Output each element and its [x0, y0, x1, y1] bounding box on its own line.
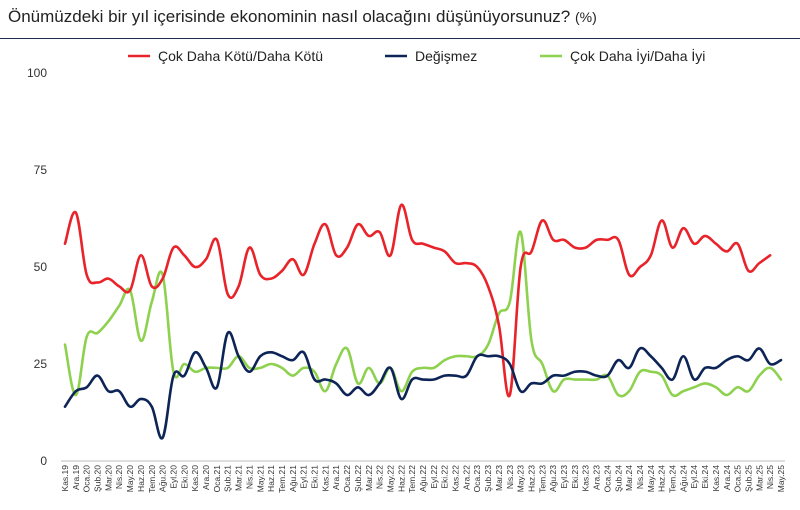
x-tick-label: Mar.25	[754, 465, 764, 491]
x-tick-label: Mar.23	[494, 465, 504, 491]
x-tick-label: Şub.21	[223, 465, 233, 492]
x-tick-label: Ara.21	[331, 465, 341, 490]
x-tick-label: Şub.24	[613, 465, 623, 492]
x-tick-label: Nis.21	[244, 465, 254, 489]
x-tick-label: Haz.20	[136, 465, 146, 492]
x-tick-label: Mar.24	[624, 465, 634, 491]
x-tick-label: Mar.21	[234, 465, 244, 491]
x-tick-label: Kas.22	[451, 465, 461, 492]
x-tick-label: Mar.22	[364, 465, 374, 491]
x-tick-label: Kas.20	[190, 465, 200, 492]
x-tick-label: May.24	[646, 465, 656, 493]
x-tick-label: Haz.21	[266, 465, 276, 492]
x-tick-label: Ağu.23	[548, 465, 558, 492]
x-tick-label: Şub.20	[93, 465, 103, 492]
x-tick-label: Şub.22	[353, 465, 363, 492]
x-tick-label: Eki.21	[310, 465, 320, 489]
x-tick-label: Kas.21	[320, 465, 330, 492]
x-tick-label: Şub.23	[483, 465, 493, 492]
y-tick-label: 50	[34, 260, 48, 274]
x-tick-label: Tem.23	[537, 465, 547, 493]
x-tick-label: Haz.24	[657, 465, 667, 492]
x-tick-label: Ara.20	[201, 465, 211, 490]
x-tick-label: Oca.23	[472, 465, 482, 493]
legend-label: Değişmez	[415, 48, 477, 64]
x-tick-label: Mar.20	[103, 465, 113, 491]
legend-label: Çok Daha Kötü/Daha Kötü	[158, 48, 323, 64]
x-tick-label: Oca.24	[602, 465, 612, 493]
x-tick-label: Oca.25	[733, 465, 743, 493]
x-tick-label: Ağu.22	[418, 465, 428, 492]
title-bar: Önümüzdeki bir yıl içerisinde ekonominin…	[0, 0, 800, 39]
x-tick-label: Ağu.24	[678, 465, 688, 492]
x-tick-label: Eyl.21	[299, 465, 309, 489]
x-tick-label: Nis.22	[375, 465, 385, 489]
x-tick-label: May.25	[776, 465, 786, 493]
chart-title: Önümüzdeki bir yıl içerisinde ekonominin…	[8, 7, 597, 27]
chart-title-text: Önümüzdeki bir yıl içerisinde ekonominin…	[8, 7, 571, 26]
x-tick-label: Eyl.24	[689, 465, 699, 489]
x-tick-label: Eki.24	[700, 465, 710, 489]
x-tick-label: Ara.24	[722, 465, 732, 490]
series-line-cok-daha-iyi-daha-iyi	[63, 230, 783, 398]
x-tick-label: Ara.23	[592, 465, 602, 490]
x-tick-label: Eyl.22	[429, 465, 439, 489]
x-tick-label: Oca.21	[212, 465, 222, 493]
chart-legend: Çok Daha Kötü/Daha Kötü Değişmez Çok Daha …	[128, 47, 705, 64]
x-tick-label: Kas.23	[581, 465, 591, 492]
x-tick-label: Haz.23	[526, 465, 536, 492]
x-tick-label: Kas.24	[711, 465, 721, 492]
x-tick-label: Haz.22	[396, 465, 406, 492]
x-tick-label: Eyl.20	[168, 465, 178, 489]
x-tick-label: Oca.20	[82, 465, 92, 493]
y-tick-label: 0	[40, 454, 47, 468]
x-tick-label: Şub.25	[743, 465, 753, 492]
y-tick-label: 75	[34, 163, 48, 177]
x-tick-label: May.20	[125, 465, 135, 493]
x-tick-label: May.23	[516, 465, 526, 493]
x-tick-label: Tem.22	[407, 465, 417, 493]
x-tick-label: Nis.23	[505, 465, 515, 489]
x-tick-label: Eki.23	[570, 465, 580, 489]
chart-title-unit: (%)	[575, 9, 597, 25]
x-axis: Kas.19 Ara.19 Oca.20 Şub.20 Mar.20 Nis.20 May.…	[60, 460, 786, 493]
x-tick-label: Oca.22	[342, 465, 352, 493]
x-tick-label: Eyl.23	[559, 465, 569, 489]
x-tick-label: Eki.20	[179, 465, 189, 489]
y-tick-label: 25	[34, 357, 48, 371]
x-tick-label: Kas.19	[60, 465, 70, 492]
x-tick-label: Nis.25	[765, 465, 775, 489]
legend-label: Çok Daha İyi/Daha İyi	[570, 47, 705, 64]
y-axis: 0 25 50 75 100	[27, 66, 47, 468]
series-line-cok-daha-kotu-daha-kotu	[63, 203, 772, 398]
series-layer	[63, 203, 783, 440]
x-tick-label: May.21	[255, 465, 265, 493]
x-tick-label: May.22	[385, 465, 395, 493]
x-tick-label: Nis.20	[114, 465, 124, 489]
x-tick-label: Tem.24	[668, 465, 678, 493]
x-tick-label: Ağu.21	[288, 465, 298, 492]
x-tick-label: Ara.19	[71, 465, 81, 490]
series-line-degismez	[63, 330, 783, 440]
x-tick-label: Eki.22	[440, 465, 450, 489]
x-tick-label: Nis.24	[635, 465, 645, 489]
x-tick-label: Tem.20	[147, 465, 157, 493]
y-tick-label: 100	[27, 66, 47, 80]
x-tick-label: Ara.22	[461, 465, 471, 490]
x-tick-label: Tem.21	[277, 465, 287, 493]
x-tick-label: Ağu.20	[158, 465, 168, 492]
